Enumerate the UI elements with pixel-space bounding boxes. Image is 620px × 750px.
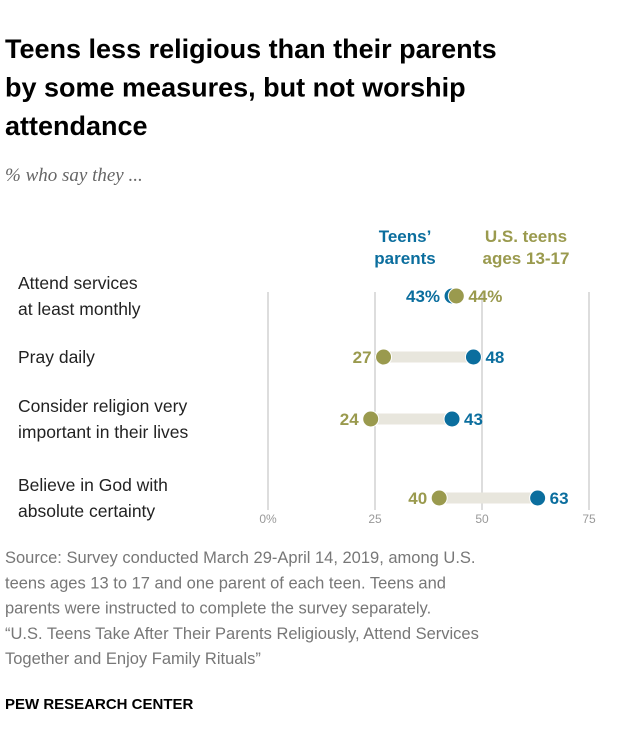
footnote: Together and Enjoy Family Rituals” [5,650,261,668]
x-tick-label: 75 [582,512,596,526]
x-tick-label: 50 [475,512,489,526]
value-label: 27 [353,348,372,367]
category-label: absolute certainty [18,501,155,521]
value-label: 40 [408,489,427,508]
legend-teens: U.S. teens ages 13-17 [482,227,570,268]
category-label: Pray daily [18,347,95,367]
dot [362,410,380,428]
value-label: 48 [485,348,504,367]
value-label: 63 [550,489,569,508]
category-label: at least monthly [18,299,141,319]
value-label: 43% [406,287,440,306]
x-tick-label: 25 [368,512,382,526]
credit: PEW RESEARCH CENTER [5,696,194,713]
dot [430,489,448,507]
value-label: 43 [464,410,483,429]
value-label: 24 [340,410,359,429]
category-label: important in their lives [18,422,188,442]
footnote: “U.S. Teens Take After Their Parents Rel… [5,625,479,643]
dot [447,287,465,305]
legend-parents: Teens’ parents [374,227,436,268]
footnote: Source: Survey conducted March 29-April … [5,549,476,567]
subtitle: % who say they ... [5,165,143,186]
category-label: Attend services [18,273,138,293]
category-label: Believe in God with [18,475,168,495]
dot [375,348,393,366]
dot [464,348,482,366]
category-label: Consider religion very [18,396,187,416]
chart-title: by some measures, but not worship [5,73,466,103]
x-tick-label: 0% [259,512,277,526]
chart-title: attendance [5,111,148,141]
dot [443,410,461,428]
dot [529,489,547,507]
value-label: 44% [468,287,502,306]
chart-title: Teens less religious than their parents [5,34,497,64]
footnote: teens ages 13 to 17 and one parent of ea… [5,574,446,592]
footnote: parents were instructed to complete the … [5,600,431,618]
